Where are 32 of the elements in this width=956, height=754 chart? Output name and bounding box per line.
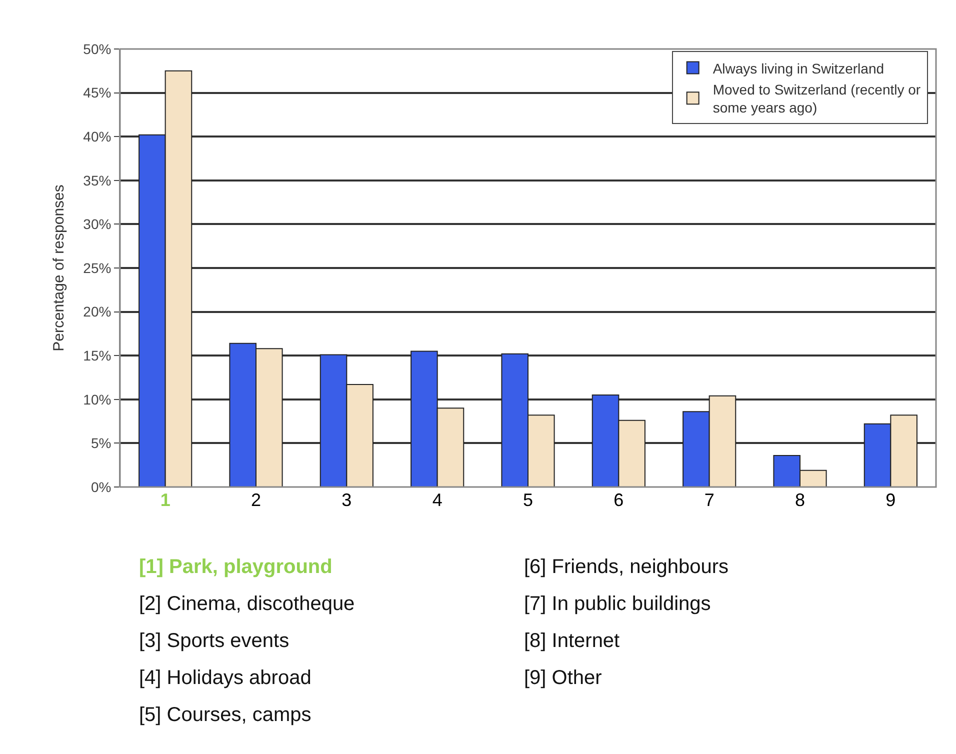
legend-label: Always living in Switzerland — [712, 60, 884, 76]
y-tick-label: 5% — [90, 435, 112, 452]
text: [1] Park, playground — [139, 556, 332, 578]
text: [4] Holidays abroad — [139, 667, 312, 689]
y-tick-label: 15% — [83, 348, 112, 364]
x-tick-label: 4 — [432, 490, 442, 510]
text: [7] In public buildings — [524, 593, 711, 615]
text: [2] Cinema, discotheque — [139, 593, 355, 615]
text: [9] Other — [524, 667, 602, 689]
y-tick-label: 0% — [90, 478, 112, 495]
y-axis-title: Percentage of responses — [50, 184, 68, 352]
x-tick-label: 7 — [704, 490, 714, 510]
text: [6] Friends, neighbours — [524, 556, 729, 578]
y-tick-label: 35% — [83, 172, 112, 188]
x-tick-label: 1 — [160, 490, 170, 510]
x-tick-label: 3 — [342, 490, 352, 510]
y-tick-label: 40% — [83, 128, 112, 144]
y-tick-label: 25% — [83, 260, 112, 276]
x-tick-label: 8 — [794, 490, 806, 510]
y-tick-label: 50% — [83, 40, 112, 57]
legend-label: Moved to Switzerland (recently or some years ago) — [712, 81, 921, 116]
y-tick-label: 45% — [83, 84, 112, 101]
text: [5] Courses, camps — [139, 704, 312, 726]
text: [3] Sports events — [139, 630, 290, 652]
y-tick-label: 10% — [83, 391, 112, 408]
y-tick-label: 30% — [83, 216, 112, 232]
x-tick-label: 6 — [614, 490, 624, 510]
x-tick-label: 5 — [522, 490, 534, 510]
text: [8] Internet — [524, 630, 620, 652]
x-tick-label: 9 — [886, 490, 896, 510]
y-tick-label: 20% — [83, 304, 112, 320]
x-tick-label: 2 — [250, 490, 262, 510]
